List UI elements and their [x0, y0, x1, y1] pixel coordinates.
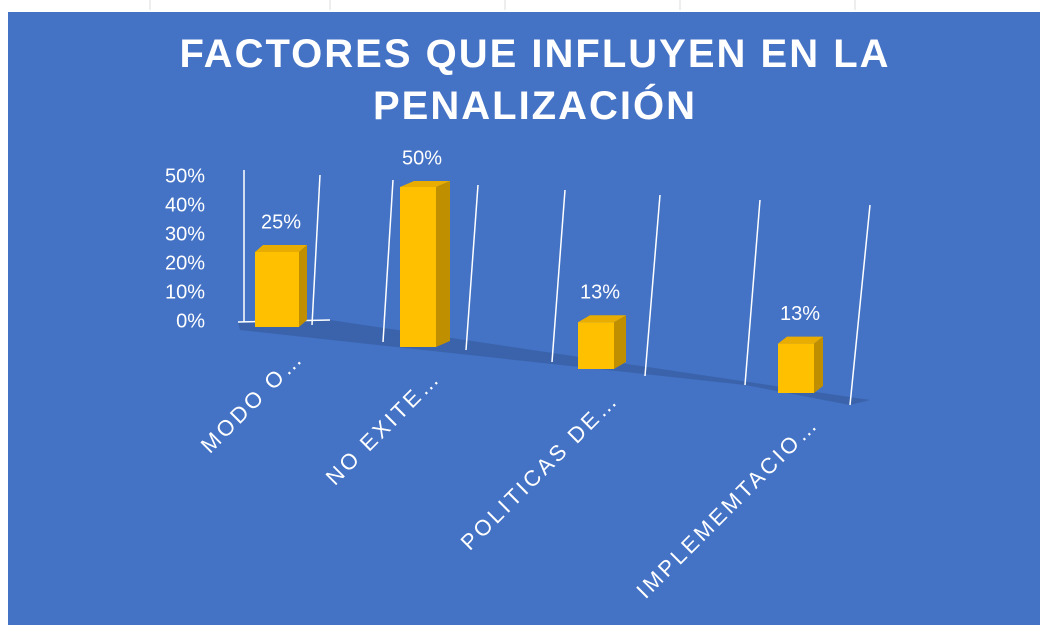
bar-top [778, 336, 823, 344]
bar-side [299, 245, 307, 327]
y-tick-label: 20% [165, 252, 205, 274]
bar-top [578, 315, 626, 323]
y-tick-label: 50% [165, 165, 205, 187]
bar-top [400, 181, 450, 187]
y-tick-label: 30% [165, 223, 205, 245]
y-tick-label: 40% [165, 194, 205, 216]
chart-area [8, 12, 1040, 625]
bar-top [255, 245, 307, 252]
bar-side [436, 181, 450, 347]
bar [400, 187, 436, 347]
value-label: 50% [402, 147, 442, 169]
value-label: 13% [780, 303, 820, 325]
bar [778, 343, 814, 393]
chart-title: FACTORES QUE INFLUYEN EN LA PENALIZACIÓN [179, 32, 891, 128]
walls [237, 170, 871, 406]
bar [255, 252, 299, 327]
bar [578, 322, 614, 369]
bar-side [814, 336, 823, 393]
y-tick-label: 10% [165, 281, 205, 303]
y-tick-label: 0% [176, 310, 205, 332]
value-label: 13% [580, 281, 620, 303]
floor [238, 320, 870, 405]
value-label: 25% [261, 211, 301, 233]
bar-side [614, 315, 626, 369]
